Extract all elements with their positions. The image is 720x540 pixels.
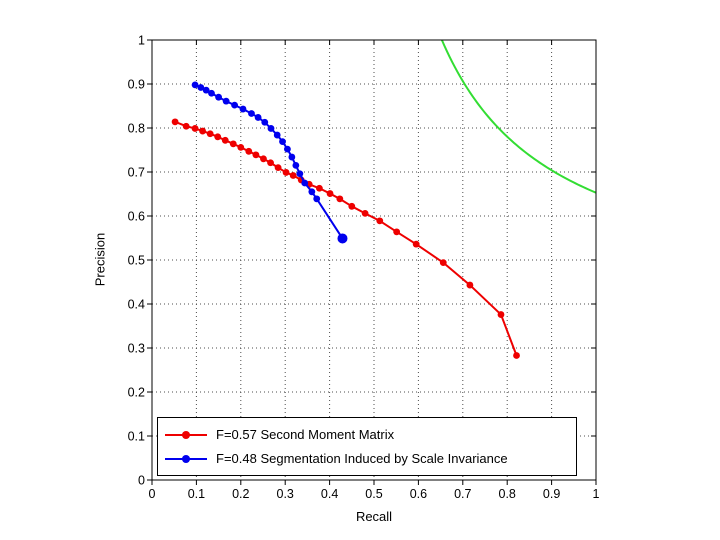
- series-marker-0: [245, 147, 253, 155]
- y-tick-label: 0.8: [128, 122, 145, 136]
- series-marker-1: [284, 145, 291, 153]
- series-marker-1: [191, 81, 199, 89]
- series-marker-0: [326, 190, 334, 197]
- y-tick-label: 1: [138, 34, 145, 48]
- series-marker-1: [197, 84, 205, 91]
- series-marker-1: [267, 125, 275, 132]
- series-marker-0: [393, 228, 401, 236]
- series-marker-0: [182, 122, 190, 130]
- series-marker-1: [301, 179, 309, 187]
- legend-entry-second-moment-matrix: F=0.57 Second Moment Matrix: [158, 426, 576, 444]
- y-tick-label: 0.3: [128, 342, 145, 356]
- x-tick-label: 1: [593, 487, 600, 501]
- series-marker-0: [315, 184, 323, 192]
- legend-blue-line-swatch: [165, 454, 207, 464]
- series-endpoint-marker-1: [337, 233, 348, 244]
- series-line-1: [194, 83, 344, 239]
- series-marker-0: [206, 130, 214, 138]
- legend-red-line-swatch: [165, 430, 207, 440]
- x-tick-label: 0: [149, 487, 156, 501]
- series-marker-0: [361, 209, 369, 217]
- series-marker-0: [214, 133, 222, 141]
- x-tick-label: 0.5: [365, 487, 382, 501]
- legend: F=0.57 Second Moment Matrix F=0.48 Segme…: [157, 417, 577, 476]
- series-marker-1: [215, 93, 223, 101]
- series-marker-1: [279, 138, 286, 146]
- series-marker-0: [497, 311, 505, 318]
- series-marker-0: [191, 125, 199, 132]
- series-marker-0: [229, 140, 237, 148]
- series-marker-0: [466, 281, 474, 289]
- y-tick-label: 0: [138, 474, 145, 488]
- series-marker-1: [254, 114, 262, 121]
- series-marker-1: [308, 188, 316, 196]
- x-tick-label: 0.2: [232, 487, 249, 501]
- series-marker-0: [439, 259, 447, 267]
- series-marker-0: [237, 143, 245, 151]
- series-marker-0: [221, 136, 229, 144]
- x-tick-label: 0.6: [410, 487, 427, 501]
- x-tick-label: 0.8: [499, 487, 516, 501]
- y-tick-label: 0.1: [128, 430, 145, 444]
- series-marker-0: [376, 217, 384, 225]
- series-marker-0: [171, 118, 179, 126]
- legend-label: F=0.48 Segmentation Induced by Scale Inv…: [216, 451, 508, 466]
- y-tick-label: 0.4: [128, 298, 145, 312]
- x-tick-label: 0.9: [543, 487, 560, 501]
- y-tick-label: 0.5: [128, 254, 145, 268]
- series-marker-1: [313, 195, 321, 203]
- series-marker-0: [412, 240, 420, 248]
- series-marker-0: [260, 155, 267, 163]
- x-tick-label: 0.1: [188, 487, 205, 501]
- series-marker-0: [513, 352, 520, 359]
- x-tick-label: 0.7: [454, 487, 471, 501]
- series-marker-0: [336, 195, 344, 203]
- series-line-2: [440, 39, 597, 194]
- series-marker-1: [273, 131, 281, 139]
- series-marker-1: [231, 101, 238, 109]
- series-marker-1: [288, 153, 296, 161]
- legend-entry-segmentation-scale-invariance: F=0.48 Segmentation Induced by Scale Inv…: [158, 450, 576, 468]
- series-marker-0: [267, 159, 274, 167]
- y-tick-label: 0.9: [128, 78, 145, 92]
- series-marker-0: [274, 164, 282, 172]
- legend-label: F=0.57 Second Moment Matrix: [216, 427, 395, 442]
- series-marker-1: [261, 118, 269, 126]
- x-tick-label: 0.3: [277, 487, 294, 501]
- series-marker-0: [289, 172, 297, 179]
- y-tick-label: 0.2: [128, 386, 145, 400]
- x-axis-label: Recall: [355, 509, 393, 524]
- series-marker-1: [292, 162, 300, 169]
- series-marker-1: [296, 170, 304, 178]
- series-marker-1: [222, 97, 230, 105]
- y-axis-label: Precision: [92, 232, 108, 287]
- y-tick-label: 0.7: [128, 166, 145, 180]
- series-marker-0: [252, 151, 260, 159]
- series-marker-0: [348, 202, 356, 210]
- series-marker-1: [202, 86, 210, 94]
- red-marker-sample: [182, 430, 190, 439]
- series-marker-0: [282, 169, 290, 176]
- x-tick-label: 0.4: [321, 487, 338, 501]
- series-marker-1: [248, 110, 255, 117]
- series-marker-0: [199, 127, 207, 135]
- y-tick-label: 0.6: [128, 210, 145, 224]
- blue-marker-sample: [182, 454, 190, 463]
- series-marker-1: [239, 105, 247, 113]
- series-marker-1: [208, 89, 215, 97]
